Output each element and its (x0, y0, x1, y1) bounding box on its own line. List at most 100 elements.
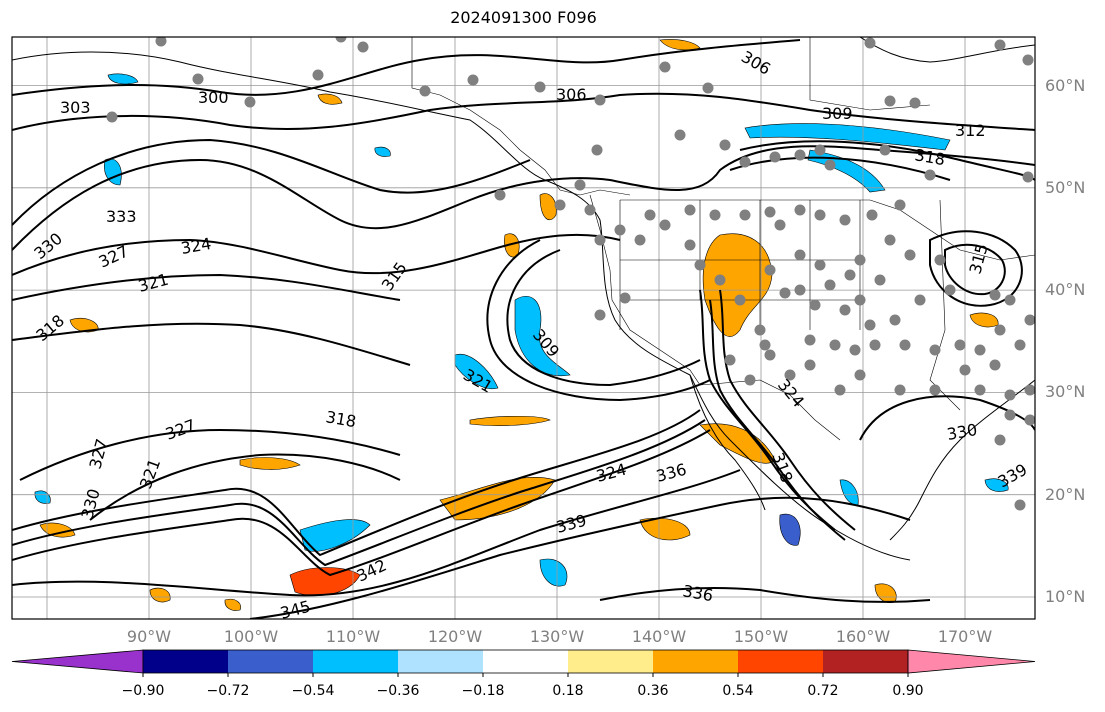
latitude-label: 30°N (1045, 382, 1086, 402)
station-dot (829, 339, 841, 351)
station-dot (869, 339, 881, 351)
station-dot (769, 151, 781, 163)
colorbar-tick-label: −0.36 (376, 683, 420, 699)
station-dot (594, 234, 606, 246)
station-dot (554, 199, 566, 211)
contour-label: 306 (556, 85, 587, 104)
map-panel (12, 37, 1035, 619)
station-dot (1024, 414, 1035, 426)
station-dot (644, 209, 656, 221)
station-dot (719, 139, 731, 151)
station-dot (764, 206, 776, 218)
station-dot (744, 374, 756, 386)
longitude-label: 90°W (126, 627, 172, 646)
station-dot (1014, 339, 1026, 351)
longitude-label: 110°W (325, 627, 381, 646)
contours (12, 39, 1035, 619)
station-dot (674, 129, 686, 141)
contour-label: 333 (106, 207, 137, 226)
station-dot (784, 369, 796, 381)
stations (106, 37, 1035, 511)
station-dot (839, 304, 851, 316)
station-dot (419, 85, 431, 97)
station-dot (634, 234, 646, 246)
station-dot (467, 74, 479, 86)
shaded-fields (34, 39, 1009, 611)
station-dot (1022, 171, 1034, 183)
station-dot (684, 204, 696, 216)
longitude-label: 100°W (223, 627, 279, 646)
station-dot (884, 234, 896, 246)
station-dot (794, 149, 806, 161)
station-dot (494, 189, 506, 201)
station-dot (894, 199, 906, 211)
colorbar-tick-label: 0.54 (722, 683, 754, 699)
colorbar-tick-label: −0.90 (121, 683, 165, 699)
station-dot (764, 349, 776, 361)
station-dot (739, 209, 751, 221)
station-dot (839, 214, 851, 226)
station-dot (659, 219, 671, 231)
longitude-label: 160°W (835, 627, 891, 646)
station-dot (759, 339, 771, 351)
colorbar-tick-label: −0.18 (461, 683, 505, 699)
station-dot (779, 287, 791, 299)
colorbar-tick-label: 0.36 (637, 683, 669, 699)
colorbar-segment (228, 650, 313, 673)
station-dot (854, 369, 866, 381)
station-dot (1024, 314, 1035, 326)
colorbar-extend-min (11, 649, 144, 674)
station-dot (884, 95, 896, 107)
station-dot (889, 314, 901, 326)
station-dot (1004, 294, 1016, 306)
station-dot (864, 37, 876, 49)
station-dot (694, 259, 706, 271)
longitude-label: 120°W (427, 627, 483, 646)
colorbar-segment (313, 650, 398, 673)
colorbar-segment (483, 650, 568, 673)
latitude-label: 40°N (1045, 280, 1086, 300)
longitude-label: 150°W (733, 627, 789, 646)
station-dot (764, 264, 776, 276)
map-title: 2024091300 F096 (450, 8, 597, 27)
station-dot (994, 434, 1006, 446)
station-dot (1004, 389, 1016, 401)
station-dot (619, 292, 631, 304)
station-dot (1014, 499, 1026, 511)
station-dot (794, 284, 806, 296)
station-dot (929, 384, 941, 396)
station-dot (809, 299, 821, 311)
station-dot (854, 254, 866, 266)
station-dot (814, 209, 826, 221)
station-dot (659, 61, 671, 73)
station-dot (1022, 54, 1034, 66)
longitude-label: 140°W (631, 627, 687, 646)
station-dot (814, 259, 826, 271)
latitude-label: 50°N (1045, 177, 1086, 197)
station-dot (804, 334, 816, 346)
station-dot (794, 249, 806, 261)
station-dot (989, 289, 1001, 301)
colorbar-segment (143, 650, 228, 673)
contour-label: 303 (60, 98, 91, 117)
station-dot (874, 274, 886, 286)
station-dot (814, 144, 826, 156)
station-dot (989, 359, 1001, 371)
station-dot (824, 159, 836, 171)
colorbar-segment (738, 650, 823, 673)
station-dot (684, 239, 696, 251)
station-dot (244, 96, 256, 108)
colorbar-frame (142, 649, 909, 674)
station-dot (794, 204, 806, 216)
station-dot (591, 144, 603, 156)
station-dot (894, 384, 906, 396)
station-dot (974, 344, 986, 356)
station-dot (335, 37, 347, 43)
station-dot (584, 204, 596, 216)
colorbar-segment (823, 650, 908, 673)
colorbar-segment (568, 650, 653, 673)
station-dot (594, 309, 606, 321)
station-dot (909, 97, 921, 109)
station-dot (924, 169, 936, 181)
